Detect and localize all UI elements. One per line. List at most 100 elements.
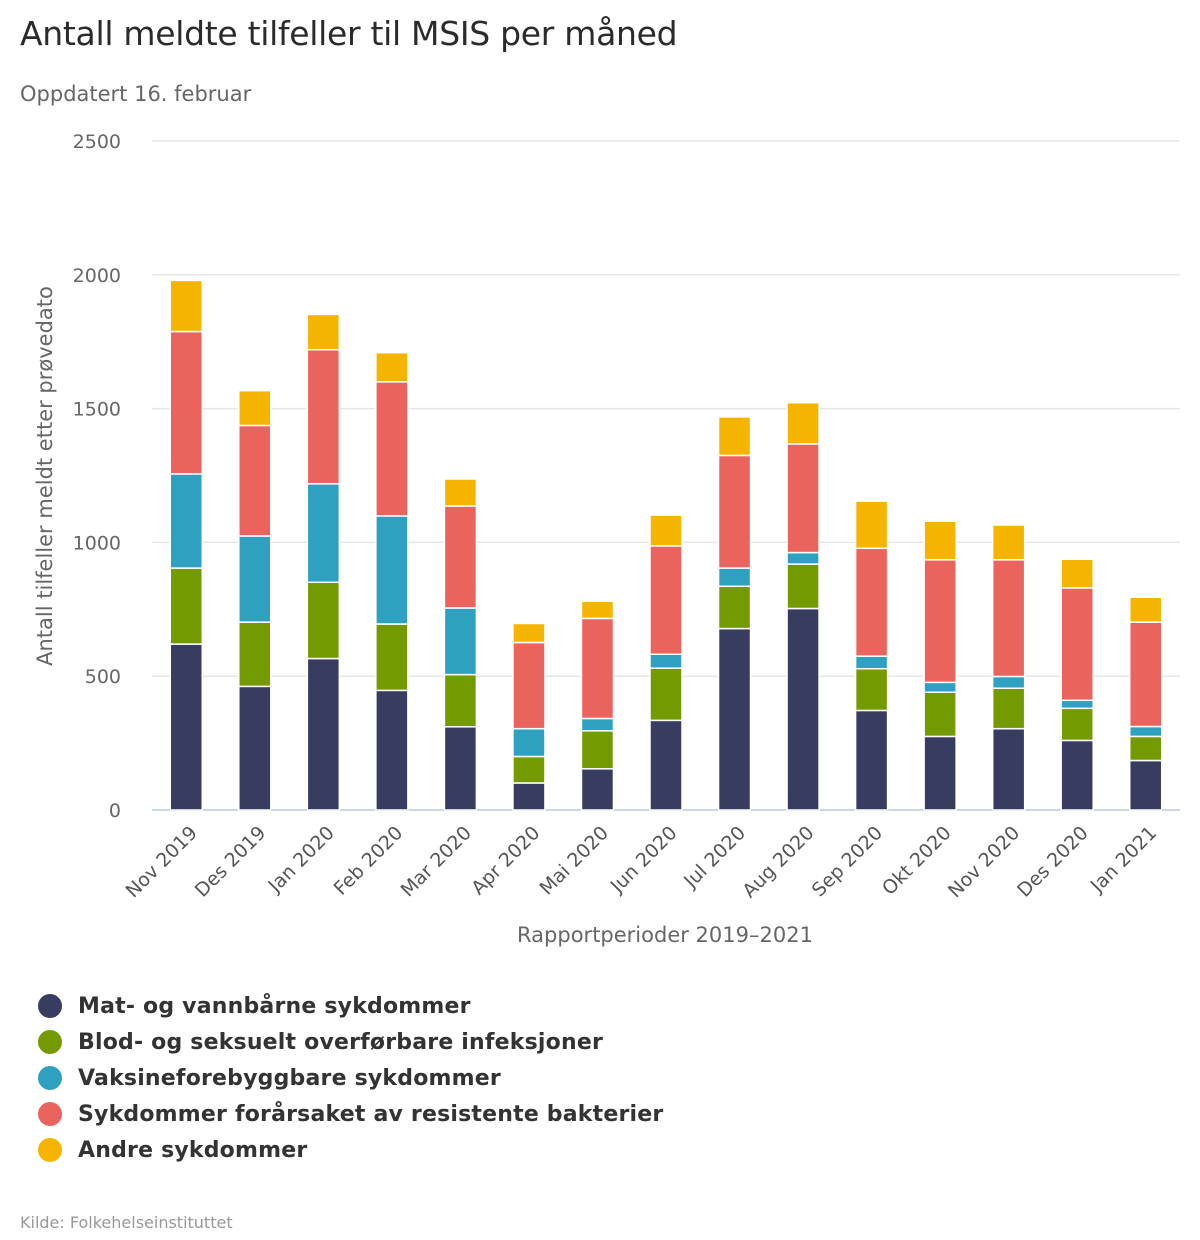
bar-stack[interactable]	[923, 520, 957, 811]
bar-segment[interactable]	[443, 478, 478, 507]
bar-segment[interactable]	[375, 381, 409, 517]
bar-segment[interactable]	[649, 653, 683, 669]
bar-segment[interactable]	[306, 483, 341, 584]
bar-segment[interactable]	[1128, 759, 1163, 811]
x-tick-label: Nov 2019	[122, 822, 202, 902]
bar-segment[interactable]	[512, 755, 546, 784]
bar-segment[interactable]	[306, 348, 341, 485]
bar-segment[interactable]	[443, 673, 478, 728]
bar-segment[interactable]	[717, 416, 752, 457]
bar-segment[interactable]	[580, 730, 615, 770]
bar-segment[interactable]	[991, 727, 1026, 811]
bar-segment[interactable]	[580, 768, 615, 811]
bar-segment[interactable]	[1060, 558, 1094, 589]
bar-segment[interactable]	[238, 685, 272, 811]
bar-segment[interactable]	[649, 514, 683, 547]
bar-segment[interactable]	[1128, 621, 1163, 728]
legend-item[interactable]: Vaksineforebyggbare sykdommer	[38, 1060, 663, 1096]
bar-stack[interactable]	[375, 351, 409, 811]
legend-label: Sykdommer forårsaket av resistente bakte…	[78, 1101, 664, 1127]
bar-segment[interactable]	[443, 607, 478, 676]
credit-source[interactable]: Kilde: Folkehelseinstituttet	[20, 1213, 233, 1232]
bar-segment[interactable]	[238, 621, 272, 688]
bar-stack[interactable]	[169, 279, 204, 811]
bar-segment[interactable]	[854, 709, 889, 811]
bar-segment[interactable]	[717, 567, 752, 588]
bar-segment[interactable]	[512, 727, 546, 758]
bar-segment[interactable]	[580, 600, 615, 620]
bar-segment[interactable]	[512, 641, 546, 730]
bar-segment[interactable]	[717, 454, 752, 569]
bar-stack[interactable]	[854, 500, 889, 811]
legend-item[interactable]: Andre sykdommer	[38, 1132, 663, 1168]
bar-segment[interactable]	[238, 424, 272, 537]
bar-stack[interactable]	[306, 313, 341, 811]
bar-segment[interactable]	[169, 279, 204, 333]
bar-segment[interactable]	[1128, 596, 1163, 623]
legend-item[interactable]: Mat- og vannbårne sykdommer	[38, 988, 663, 1024]
bar-segment[interactable]	[443, 726, 478, 811]
bar-stack[interactable]	[649, 514, 683, 811]
bar-segment[interactable]	[169, 330, 204, 475]
bar-segment[interactable]	[786, 607, 820, 811]
bar-segment[interactable]	[443, 505, 478, 609]
bar-segment[interactable]	[1128, 735, 1163, 762]
bar-segment[interactable]	[169, 643, 204, 811]
bar-stack[interactable]	[991, 524, 1026, 811]
bar-segment[interactable]	[854, 500, 889, 550]
bar-stack[interactable]	[443, 478, 478, 811]
bar-segment[interactable]	[649, 545, 683, 656]
bar-segment[interactable]	[169, 567, 204, 645]
bar-segment[interactable]	[1060, 587, 1094, 702]
bar-stack[interactable]	[1128, 596, 1163, 811]
bar-segment[interactable]	[923, 735, 957, 811]
bar-segment[interactable]	[169, 473, 204, 569]
bar-segment[interactable]	[991, 687, 1026, 730]
bar-stack[interactable]	[717, 416, 752, 811]
bar-segment[interactable]	[306, 657, 341, 811]
bar-segment[interactable]	[580, 717, 615, 732]
legend-item[interactable]: Blod- og seksuelt overførbare infeksjone…	[38, 1024, 663, 1060]
bar-segment[interactable]	[649, 719, 683, 811]
bar-segment[interactable]	[991, 524, 1026, 561]
bar-segment[interactable]	[786, 401, 820, 445]
bar-segment[interactable]	[1060, 707, 1094, 742]
bar-stack[interactable]	[238, 389, 272, 811]
bar-segment[interactable]	[786, 443, 820, 554]
bar-segment[interactable]	[649, 667, 683, 722]
bar-segment[interactable]	[923, 520, 957, 561]
bar-segment[interactable]	[717, 627, 752, 811]
bar-segment[interactable]	[854, 547, 889, 657]
bar-stack[interactable]	[512, 622, 546, 811]
bar-stack[interactable]	[786, 401, 820, 811]
bar-segment[interactable]	[991, 675, 1026, 689]
bar-segment[interactable]	[512, 622, 546, 644]
bar-segment[interactable]	[1128, 725, 1163, 738]
bar-segment[interactable]	[786, 551, 820, 565]
bar-segment[interactable]	[923, 691, 957, 738]
bar-segment[interactable]	[375, 623, 409, 692]
bar-segment[interactable]	[923, 681, 957, 694]
bar-segment[interactable]	[375, 515, 409, 625]
bars	[169, 279, 1163, 811]
bar-segment[interactable]	[923, 559, 957, 684]
bar-stack[interactable]	[580, 600, 615, 811]
bar-segment[interactable]	[306, 581, 341, 660]
bar-segment[interactable]	[375, 689, 409, 811]
legend-item[interactable]: Sykdommer forårsaket av resistente bakte…	[38, 1096, 663, 1132]
bar-segment[interactable]	[512, 782, 546, 811]
bar-segment[interactable]	[238, 535, 272, 623]
bar-segment[interactable]	[854, 655, 889, 670]
bar-segment[interactable]	[854, 667, 889, 712]
bar-segment[interactable]	[306, 313, 341, 351]
legend-label: Andre sykdommer	[78, 1137, 308, 1163]
bar-segment[interactable]	[580, 617, 615, 720]
bar-segment[interactable]	[786, 563, 820, 610]
bar-stack[interactable]	[1060, 558, 1094, 811]
bar-segment[interactable]	[375, 351, 409, 383]
bar-segment[interactable]	[991, 559, 1026, 678]
bar-segment[interactable]	[1060, 699, 1094, 710]
bar-segment[interactable]	[238, 389, 272, 427]
bar-segment[interactable]	[717, 585, 752, 630]
bar-segment[interactable]	[1060, 739, 1094, 811]
